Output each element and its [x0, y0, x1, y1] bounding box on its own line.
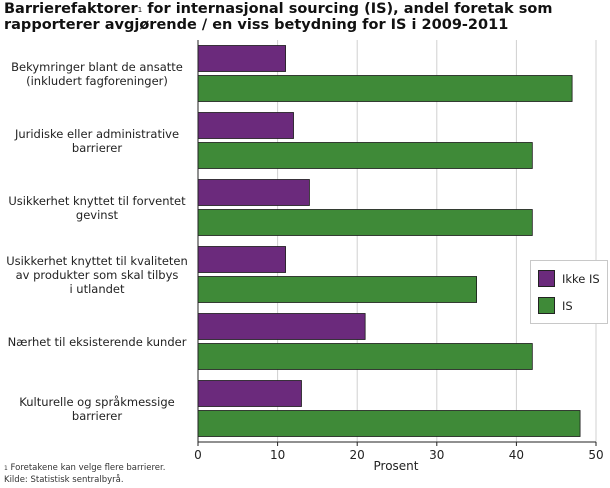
category-label-5: Kulturelle og språkmessige barrierer: [2, 375, 192, 442]
category-label-text-0: Bekymringer blant de ansatte (inkludert f…: [11, 60, 183, 88]
x-tick-label-20: 20: [350, 448, 365, 462]
legend-swatch-ikke-is: [538, 270, 555, 287]
legend-item-ikke-is: Ikke IS: [538, 270, 600, 287]
footnote-text: Foretakene kan velge flere barrierer.: [7, 463, 166, 473]
chart-title-rest: for internasjonal sourcing (IS), andel f…: [4, 1, 553, 33]
bar-is-1: [197, 142, 533, 169]
category-label-1: Juridiske eller administrative barrierer: [2, 107, 192, 174]
chart-title: Barrierefaktorer1 for internasjonal sour…: [4, 1, 608, 33]
x-axis-label: Prosent: [373, 459, 419, 473]
category-label-line: av produkter som skal tilbys: [15, 267, 179, 282]
bar-ikke-is-4: [197, 313, 366, 340]
category-label-3: Usikkerhet knyttet til kvaliteten av prod…: [2, 241, 192, 308]
bar-is-4: [197, 343, 533, 370]
category-label-line: Juridiske eller administrative: [14, 126, 180, 141]
legend-label-ikke-is: Ikke IS: [562, 271, 600, 286]
category-label-line: gevinst: [75, 207, 119, 222]
footnote: 1 Foretakene kan velge flere barrierer.: [4, 463, 165, 474]
x-tick-label-10: 10: [270, 448, 285, 462]
category-label-line: Usikkerhet knyttet til forventet: [8, 193, 186, 208]
category-label-line: barrierer: [71, 408, 123, 423]
x-tick-label-50: 50: [588, 448, 603, 462]
footnote-mark: 1: [4, 465, 8, 472]
category-label-text-1: Juridiske eller administrative barrierer: [15, 127, 179, 155]
category-label-text-5: Kulturelle og språkmessige barrierer: [19, 395, 174, 423]
bar-is-5: [197, 410, 581, 437]
bar-is-3: [197, 276, 478, 303]
category-label-line: (inkludert fagforeninger): [26, 73, 168, 88]
legend-item-is: IS: [538, 297, 573, 314]
category-label-line: Bekymringer blant de ansatte: [11, 59, 183, 74]
x-tick-label-30: 30: [429, 448, 444, 462]
category-label-line: i utlandet: [69, 281, 125, 296]
category-label-4: Nærhet til eksisterende kunder: [2, 308, 192, 375]
bar-ikke-is-2: [197, 179, 310, 206]
bar-ikke-is-1: [197, 112, 294, 139]
category-label-2: Usikkerhet knyttet til forventet gevinst: [2, 174, 192, 241]
category-label-line: barrierer: [71, 140, 123, 155]
category-label-text-3: Usikkerhet knyttet til kvaliteten av prod…: [6, 254, 188, 296]
bar-ikke-is-5: [197, 380, 302, 407]
bar-is-0: [197, 75, 573, 102]
x-tick-label-0: 0: [194, 448, 202, 462]
bar-is-2: [197, 209, 533, 236]
category-label-line: Nærhet til eksisterende kunder: [7, 334, 187, 349]
legend-swatch-is: [538, 297, 555, 314]
legend: Ikke IS IS: [530, 260, 608, 324]
chart-title-footnote-mark: 1: [137, 6, 143, 14]
x-tick-label-40: 40: [509, 448, 524, 462]
bar-ikke-is-3: [197, 246, 286, 273]
category-label-text-2: Usikkerhet knyttet til forventet gevinst: [8, 194, 185, 222]
source-note: Kilde: Statistisk sentralbyrå.: [4, 475, 124, 485]
category-label-0: Bekymringer blant de ansatte (inkludert f…: [2, 40, 192, 107]
category-label-line: Kulturelle og språkmessige: [19, 394, 175, 409]
category-label-text-4: Nærhet til eksisterende kunder: [8, 335, 187, 349]
category-label-line: Usikkerhet knyttet til kvaliteten: [6, 253, 188, 268]
legend-label-is: IS: [562, 298, 573, 313]
chart-title-main: Barrierefaktorer: [4, 1, 138, 17]
bar-ikke-is-0: [197, 45, 286, 72]
